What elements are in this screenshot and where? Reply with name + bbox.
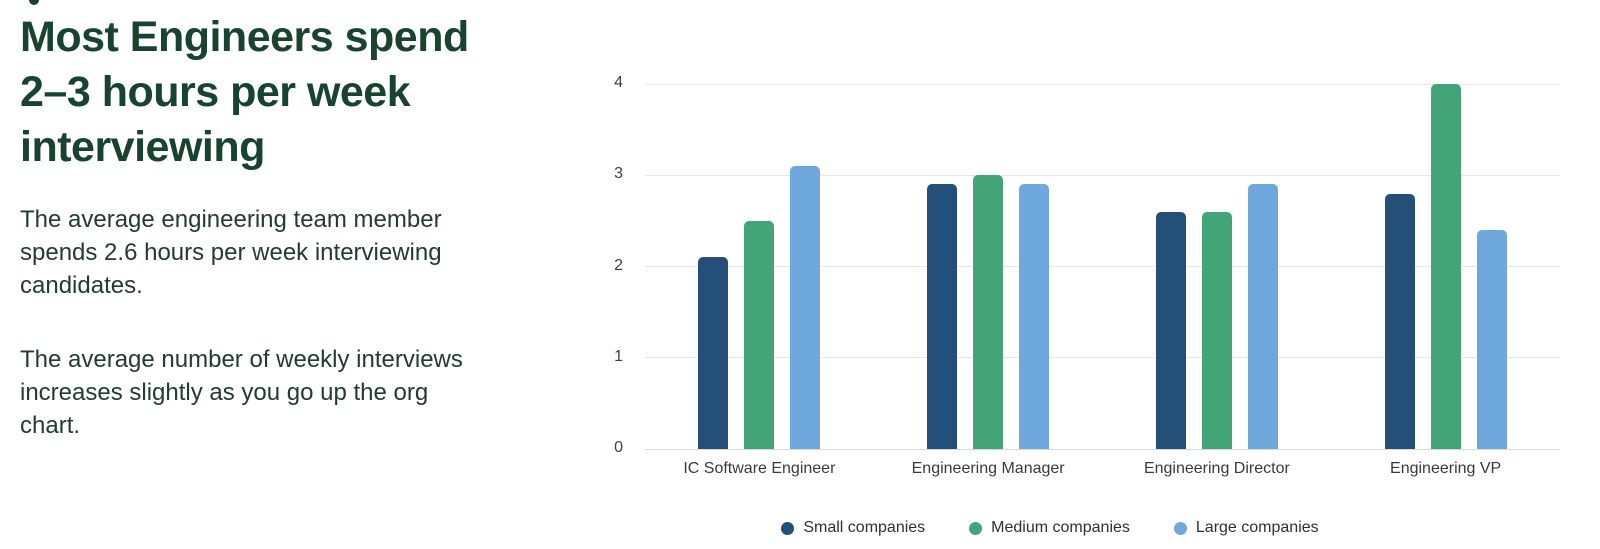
gridline-y2 — [645, 266, 1560, 267]
legend-dot-icon — [1173, 521, 1187, 535]
x-axis-label-2: Engineering Manager — [911, 460, 1065, 477]
y-tick-label-0: 0 — [614, 439, 623, 456]
bar-small-companies-1 — [698, 257, 729, 449]
page-title: Most Engineers spend 2–3 hours per week … — [20, 13, 469, 171]
legend-label: Small companies — [803, 519, 926, 536]
intro-paragraph-1: The average engineering team member spen… — [20, 206, 442, 299]
gridline-y4 — [645, 83, 1560, 85]
legend-item-small-companies: Small companies — [781, 519, 925, 537]
bar-medium-companies-2 — [973, 175, 1004, 449]
y-tick-label-3: 3 — [614, 165, 623, 183]
x-axis-label-1: IC Software Engineer — [683, 460, 836, 477]
bar-small-companies-2 — [927, 184, 958, 449]
bar-large-companies-2 — [1019, 184, 1050, 449]
cropped-glyph-fragment — [29, 0, 39, 5]
x-axis-label-3: Engineering Director — [1143, 460, 1290, 477]
gridline-y0 — [645, 448, 1560, 450]
bar-medium-companies-4 — [1430, 84, 1461, 449]
legend-dot-icon — [781, 521, 795, 535]
legend-dot-icon — [969, 521, 983, 535]
bar-medium-companies-3 — [1201, 211, 1232, 449]
legend-label: Large companies — [1195, 519, 1319, 536]
x-axis-label-4: Engineering VP — [1390, 460, 1502, 477]
bar-large-companies-1 — [790, 166, 821, 449]
gridline-y1 — [645, 357, 1560, 359]
bar-large-companies-3 — [1247, 184, 1278, 449]
bar-small-companies-3 — [1155, 211, 1186, 449]
intro-paragraph-2: The average number of weekly interviews … — [20, 346, 463, 439]
gridline-y3 — [645, 174, 1560, 176]
intro-text-column: Most Engineers spend 2–3 hours per week … — [20, 10, 580, 442]
y-tick-label-4: 4 — [614, 74, 623, 91]
bar-small-companies-4 — [1384, 193, 1415, 449]
bar-large-companies-4 — [1476, 230, 1507, 449]
chart-legend: Small companies Medium companies Large com… — [645, 519, 1455, 537]
legend-label: Medium companies — [991, 519, 1130, 536]
y-tick-label-1: 1 — [614, 347, 623, 365]
bar-medium-companies-1 — [744, 220, 775, 449]
legend-item-large-companies: Large companies — [1173, 519, 1319, 537]
legend-item-medium-companies: Medium companies — [969, 519, 1130, 537]
y-tick-label-2: 2 — [614, 256, 623, 274]
